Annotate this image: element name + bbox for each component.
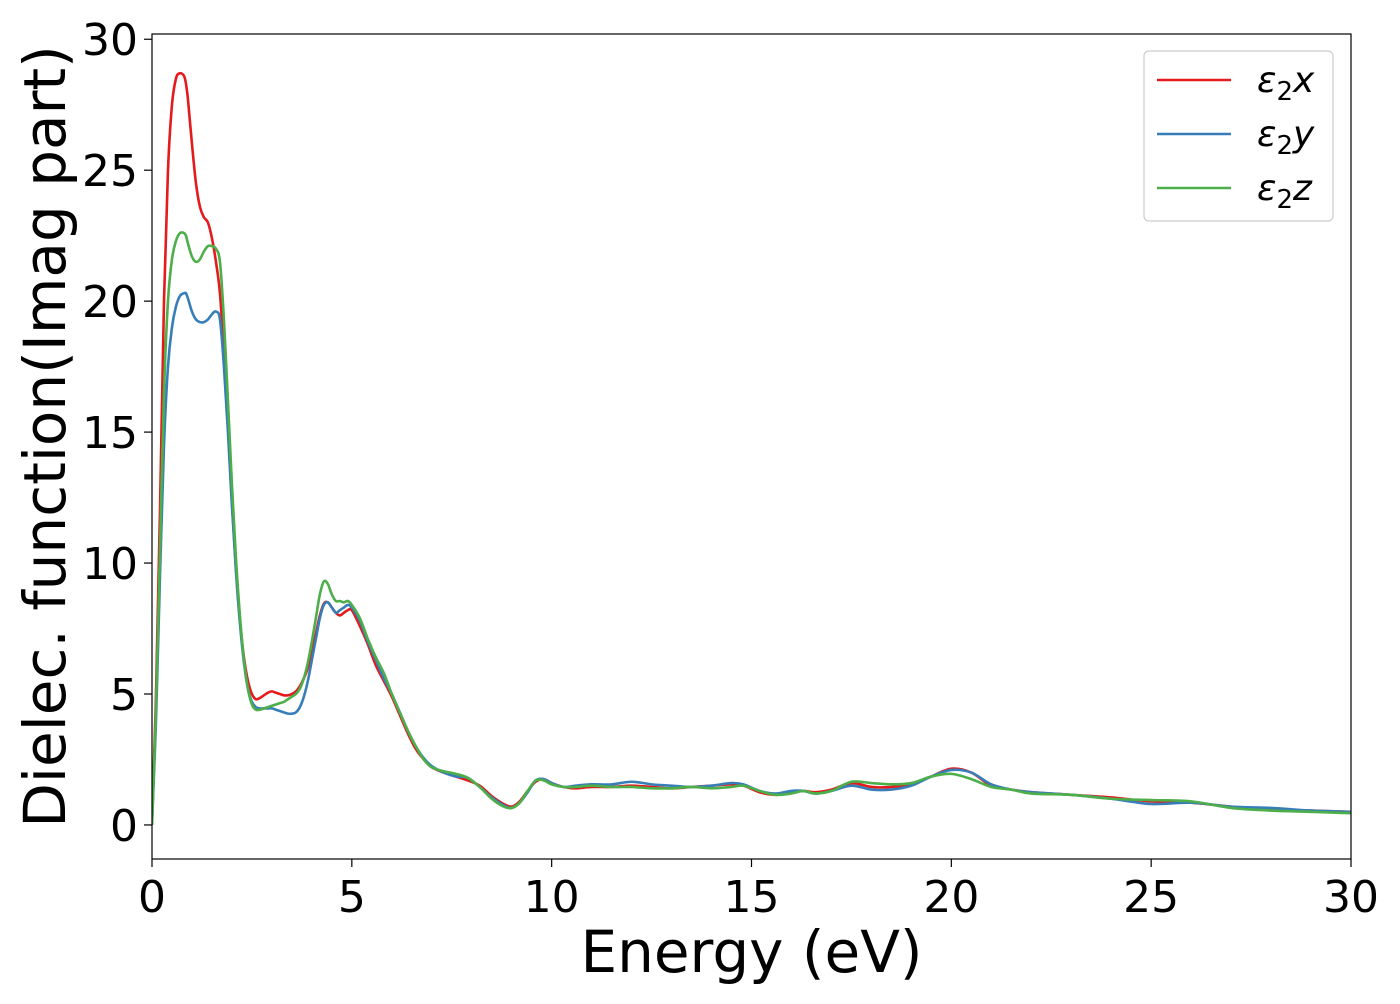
x-tick-label: 20 [923, 872, 979, 923]
series-lines [152, 71, 1351, 825]
x-tick-label: 5 [338, 872, 366, 923]
y-axis: 0 5 10 15 20 25 30 [82, 15, 152, 852]
x-tick-label: 10 [524, 872, 580, 923]
y-tick-label: 20 [82, 277, 138, 328]
series-line-z [152, 231, 1351, 825]
series-line-y [152, 291, 1351, 825]
legend: ε2x ε2y ε2z [1143, 50, 1334, 222]
y-tick-label: 30 [82, 15, 138, 66]
x-axis: 0 5 10 15 20 25 30 [138, 859, 1379, 923]
x-tick-label: 0 [138, 872, 166, 923]
x-tick-label: 25 [1123, 872, 1179, 923]
y-tick-label: 5 [110, 670, 138, 721]
x-tick-label: 15 [724, 872, 780, 923]
y-axis-title: Dielec. function(Imag part) [11, 45, 79, 828]
legend-label-z: ε2z [1257, 168, 1313, 215]
y-tick-label: 0 [110, 801, 138, 852]
y-tick-label: 25 [82, 146, 138, 197]
legend-box [1143, 50, 1334, 222]
legend-label-y: ε2y [1257, 114, 1315, 161]
y-tick-label: 10 [82, 539, 138, 590]
x-tick-label: 30 [1323, 872, 1379, 923]
y-tick-label: 15 [82, 408, 138, 459]
x-axis-title: Energy (eV) [580, 918, 922, 986]
legend-label-x: ε2x [1257, 60, 1315, 107]
